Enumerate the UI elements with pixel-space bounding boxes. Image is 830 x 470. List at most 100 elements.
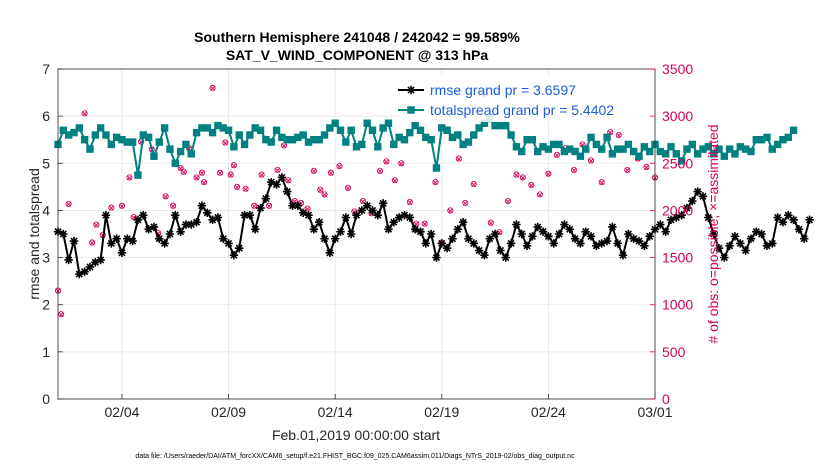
x-tick-label: 02/24 <box>531 404 566 420</box>
rmse-point <box>235 243 244 253</box>
totalspread-point <box>747 147 755 156</box>
totalspread-point <box>629 147 638 156</box>
totalspread-point <box>91 131 100 139</box>
obs-assimilated-point <box>194 175 200 181</box>
obs-assimilated-point <box>281 143 287 149</box>
x-tick-label: 02/19 <box>424 404 459 420</box>
obs-possible-point <box>462 199 469 206</box>
y-tick-label-left: 4 <box>42 202 50 218</box>
rmse-point <box>298 208 308 217</box>
obs-assimilated-point <box>447 208 453 214</box>
totalspread-point <box>342 138 350 146</box>
totalspread-point <box>635 152 643 160</box>
totalspread-point <box>235 131 243 139</box>
y-tick-label-left: 0 <box>42 391 50 407</box>
rmse-point <box>528 232 537 241</box>
obs-possible-point <box>321 191 328 198</box>
rmse-point <box>69 236 79 246</box>
totalspread-point <box>470 131 478 139</box>
rmse-point <box>213 213 223 222</box>
rmse-point <box>85 262 95 272</box>
totalspread-point <box>166 145 174 153</box>
rmse-point <box>373 210 383 220</box>
obs-possible-point <box>536 191 543 198</box>
totalspread-point <box>182 140 190 149</box>
rmse-point <box>362 201 372 210</box>
obs-assimilated-point <box>456 156 462 162</box>
obs-assimilated-point <box>624 167 630 173</box>
y-tick-label-left: 2 <box>42 297 50 313</box>
obs-possible-point <box>118 202 126 209</box>
totalspread-point <box>592 140 601 149</box>
obs-possible-point <box>615 131 622 139</box>
chart-title-line2: SAT_V_WIND_COMPONENT @ 313 hPa <box>226 47 489 63</box>
rmse-point <box>586 232 596 241</box>
y-tick-label-left: 6 <box>42 108 50 124</box>
rmse-point <box>469 239 478 248</box>
obs-assimilated-point <box>201 180 207 186</box>
rmse-line <box>57 176 811 276</box>
obs-possible-point <box>227 171 234 178</box>
rmse-point <box>453 225 462 234</box>
totalspread-point <box>134 171 142 179</box>
obs-assimilated-point <box>127 175 132 181</box>
rmse-point <box>522 241 532 250</box>
rmse-point <box>741 246 750 255</box>
obs-assimilated-point <box>377 168 383 174</box>
rmse-point <box>592 241 601 250</box>
rmse-point <box>219 234 228 243</box>
obs-possible-point <box>519 174 526 181</box>
totalspread-point <box>720 152 728 160</box>
obs-possible-point <box>327 169 334 176</box>
obs-possible-point <box>359 197 366 205</box>
obs-possible-point <box>487 219 494 226</box>
rmse-point <box>709 229 718 239</box>
rmse-point <box>208 215 217 225</box>
totalspread-point <box>299 131 307 139</box>
totalspread-point <box>512 143 521 151</box>
rmse-point <box>560 220 569 229</box>
totalspread-point <box>128 138 137 146</box>
obs-assimilated-point <box>119 203 125 209</box>
totalspread-point <box>272 126 281 134</box>
obs-assimilated-point <box>328 170 334 176</box>
obs-possible-point <box>598 179 605 186</box>
obs-possible-point <box>258 171 265 178</box>
totalspread-point <box>240 140 249 149</box>
obs-assimilated-point <box>398 161 404 167</box>
axis-ticks: 0 1 2 3 4 5 6 7 0 500 1000 1500 2000 2500 3000 3500 02/0… <box>42 61 693 420</box>
totalspread-point <box>336 126 345 134</box>
obs-assimilated-point <box>462 200 468 206</box>
obs-assimilated-point <box>528 183 534 188</box>
rmse-point <box>496 246 505 255</box>
rmse-point <box>304 210 313 220</box>
obs-possible-point <box>470 180 477 188</box>
totalspread-point <box>725 145 734 153</box>
obs-possible-point <box>504 197 511 205</box>
totalspread-point <box>534 147 542 156</box>
totalspread-point <box>224 126 233 134</box>
y-tick-label-right: 3500 <box>662 61 693 77</box>
totalspread-point <box>155 138 163 146</box>
obs-assimilated-point <box>285 178 291 184</box>
totalspread-point <box>576 152 585 160</box>
rmse-point <box>501 253 510 262</box>
rmse-point <box>389 218 399 227</box>
rmse-point <box>155 234 164 243</box>
obs-possible-point <box>376 167 384 174</box>
rmse-point <box>101 210 111 220</box>
obs-possible-point <box>285 177 292 184</box>
rmse-point <box>736 239 745 248</box>
rmse-point <box>320 234 329 243</box>
rmse-point <box>352 210 361 220</box>
legend: rmse grand pr = 3.6597 totalspread grand… <box>397 76 647 122</box>
totalspread-point <box>363 119 371 127</box>
obs-possible-point <box>587 157 595 164</box>
rmse-point <box>538 227 548 236</box>
totalspread-point <box>246 131 254 139</box>
totalspread-point <box>475 124 483 132</box>
totalspread-point <box>187 150 195 158</box>
rmse-point <box>464 234 473 243</box>
obs-possible-point <box>455 155 462 162</box>
obs-possible-point <box>198 169 205 176</box>
